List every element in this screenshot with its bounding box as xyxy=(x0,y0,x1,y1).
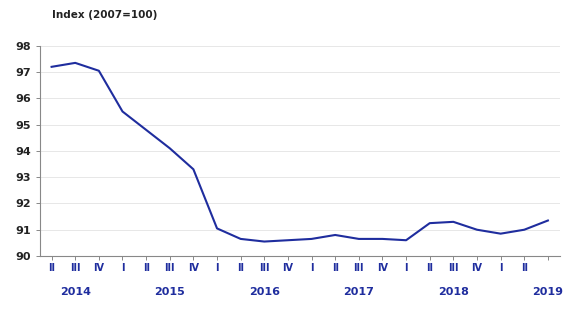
Text: 2015: 2015 xyxy=(154,286,185,296)
Text: 2018: 2018 xyxy=(438,286,469,296)
Text: 2019: 2019 xyxy=(532,286,563,296)
Text: 2014: 2014 xyxy=(60,286,90,296)
Text: 2017: 2017 xyxy=(343,286,374,296)
Text: 2016: 2016 xyxy=(249,286,280,296)
Text: Index (2007=100): Index (2007=100) xyxy=(52,10,158,20)
